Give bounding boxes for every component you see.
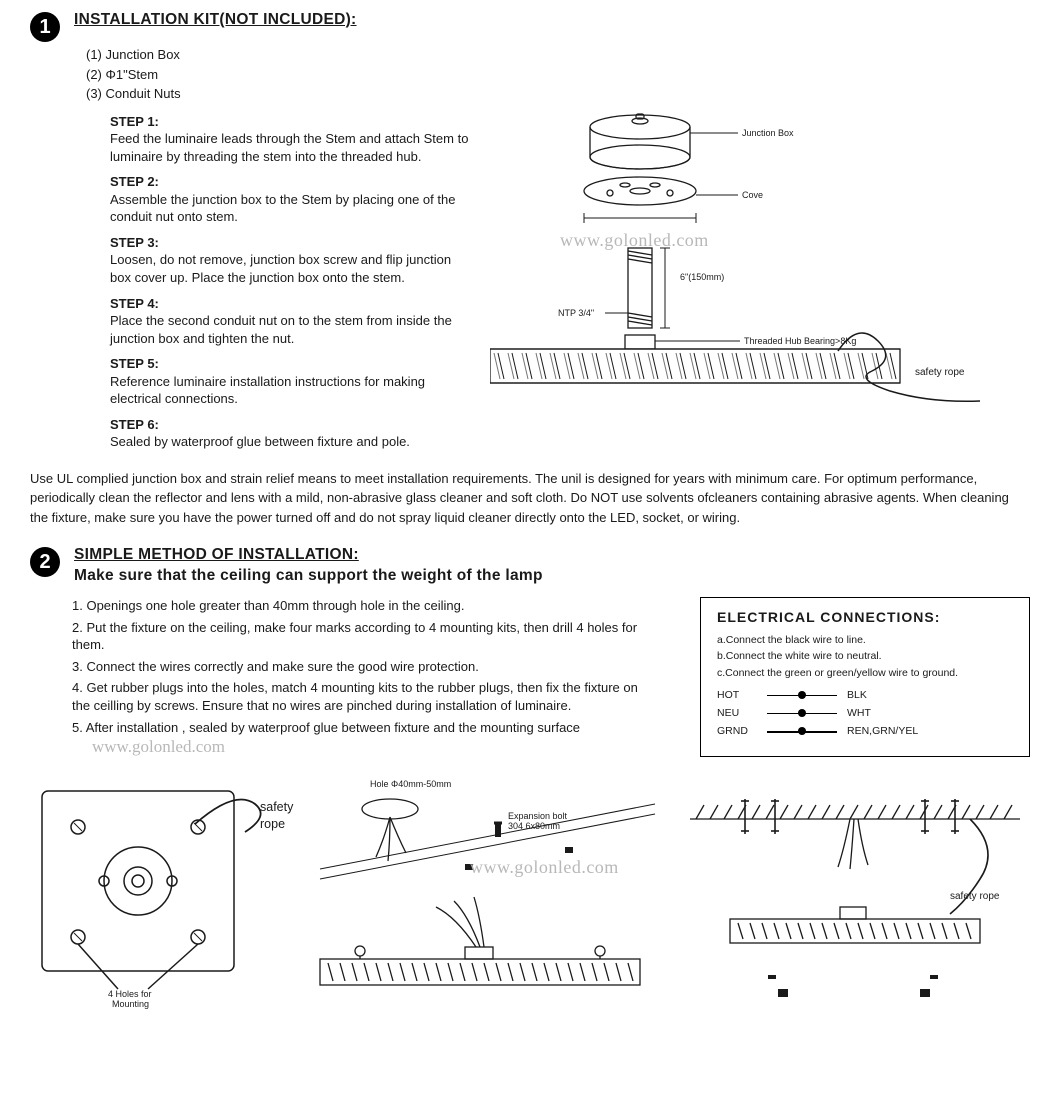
watermark-text: www.golonled.com [560, 228, 709, 252]
simple-item: 4. Get rubber plugs into the holes, matc… [72, 679, 652, 714]
simple-item: 2. Put the fixture on the ceiling, make … [72, 619, 652, 654]
step-5: STEP 5: Reference luminaire installation… [110, 355, 470, 408]
section1-header: 1 INSTALLATION KIT(NOT INCLUDED): [30, 10, 1030, 42]
step-text: Sealed by waterproof glue between fixtur… [110, 434, 410, 449]
section1-title: INSTALLATION KIT(NOT INCLUDED): [74, 10, 357, 31]
step-text: Feed the luminaire leads through the Ste… [110, 131, 468, 164]
section2-body: 1. Openings one hole greater than 40mm t… [30, 597, 1030, 759]
diagram-install-sequence: Hole Φ40mm-50mm Expansion bolt 304 6x80m… [280, 779, 680, 1009]
wire-row: GRND REN,GRN/YEL [717, 724, 1013, 738]
watermark-text: www.golonled.com [470, 855, 619, 879]
diagram-mounting-plate: 4 Holes for Mounting safety rope [30, 779, 270, 1009]
elec-line: b.Connect the white wire to neutral. [717, 649, 1013, 663]
kit-item: (3) Conduit Nuts [86, 85, 1030, 103]
step-label: STEP 6: [110, 417, 159, 432]
wire-table: HOT BLK NEU WHT GRND REN,GRN/YEL [717, 688, 1013, 739]
steps-and-diagram: STEP 1: Feed the luminaire leads through… [110, 113, 1030, 459]
wire-right: BLK [837, 688, 947, 702]
step-6: STEP 6: Sealed by waterproof glue betwee… [110, 416, 470, 451]
label-bolt-1: Expansion bolt [508, 811, 568, 821]
simple-item: 5. After installation , sealed by waterp… [72, 719, 652, 759]
simple-item: 3. Connect the wires correctly and make … [72, 658, 652, 676]
step-3: STEP 3: Loosen, do not remove, junction … [110, 234, 470, 287]
label-length: 6"(150mm) [680, 272, 724, 282]
label-4-holes: 4 Holes for [108, 989, 152, 999]
label-cove: Cove [742, 190, 763, 200]
steps-column: STEP 1: Feed the luminaire leads through… [110, 113, 470, 459]
wire-right: WHT [837, 706, 947, 720]
electrical-connections-box: ELECTRICAL CONNECTIONS: a.Connect the bl… [700, 597, 1030, 757]
badge-2: 2 [30, 547, 60, 577]
wire-icon [767, 726, 837, 736]
section2-header: 2 SIMPLE METHOD OF INSTALLATION: Make su… [30, 545, 1030, 587]
label-safety-rope: safety rope [915, 367, 965, 378]
section-simple-method: 2 SIMPLE METHOD OF INSTALLATION: Make su… [30, 545, 1030, 1009]
simple-item: 1. Openings one hole greater than 40mm t… [72, 597, 652, 615]
elec-title: ELECTRICAL CONNECTIONS: [717, 608, 1013, 627]
watermark-text: www.golonled.com [92, 737, 225, 756]
step-2: STEP 2: Assemble the junction box to the… [110, 173, 470, 226]
step-label: STEP 1: [110, 114, 159, 129]
step-label: STEP 5: [110, 356, 159, 371]
section1-diagram: www.golonled.com [490, 113, 1030, 459]
wire-left: NEU [717, 706, 767, 720]
step-4: STEP 4: Place the second conduit nut on … [110, 295, 470, 348]
wire-icon [767, 708, 837, 718]
wire-icon [767, 690, 837, 700]
label-hole-dia: Hole Φ40mm-50mm [370, 779, 451, 789]
wire-left: GRND [717, 724, 767, 738]
wire-row: NEU WHT [717, 706, 1013, 720]
label-junction-box: Junction Box [742, 128, 794, 138]
step-text: Assemble the junction box to the Stem by… [110, 192, 455, 225]
step-text: Place the second conduit nut on to the s… [110, 313, 452, 346]
section2-title: SIMPLE METHOD OF INSTALLATION: [74, 545, 543, 566]
label-safety-rope: safety rope [950, 891, 1000, 902]
step-text: Loosen, do not remove, junction box scre… [110, 252, 451, 285]
badge-1: 1 [30, 12, 60, 42]
step-label: STEP 2: [110, 174, 159, 189]
stem-diagram-svg: Junction Box Cove [490, 113, 990, 453]
simple-steps-list: 1. Openings one hole greater than 40mm t… [72, 597, 652, 759]
kit-list: (1) Junction Box (2) Φ1"Stem (3) Conduit… [86, 46, 1030, 103]
step-label: STEP 3: [110, 235, 159, 250]
label-hub: Threaded Hub Bearing>8Kg [744, 336, 856, 346]
wire-right: REN,GRN/YEL [837, 724, 947, 738]
label-bolt-2: 304 6x80mm [508, 821, 560, 831]
section2-subtitle: Make sure that the ceiling can support t… [74, 566, 543, 587]
elec-line: c.Connect the green or green/yellow wire… [717, 666, 1013, 680]
step-label: STEP 4: [110, 296, 159, 311]
kit-item: (1) Junction Box [86, 46, 1030, 64]
step-text: Reference luminaire installation instruc… [110, 374, 425, 407]
step-1: STEP 1: Feed the luminaire leads through… [110, 113, 470, 166]
wire-left: HOT [717, 688, 767, 702]
maintenance-note: Use UL complied junction box and strain … [30, 469, 1030, 528]
svg-text:Mounting: Mounting [112, 999, 149, 1009]
section-installation-kit: 1 INSTALLATION KIT(NOT INCLUDED): (1) Ju… [30, 10, 1030, 527]
diagram-installed: safety rope [690, 779, 1020, 1009]
wire-row: HOT BLK [717, 688, 1013, 702]
kit-item: (2) Φ1"Stem [86, 66, 1030, 84]
bottom-diagrams: 4 Holes for Mounting safety rope [30, 779, 1030, 1009]
label-ntp: NTP 3/4" [558, 308, 594, 318]
elec-line: a.Connect the black wire to line. [717, 633, 1013, 647]
